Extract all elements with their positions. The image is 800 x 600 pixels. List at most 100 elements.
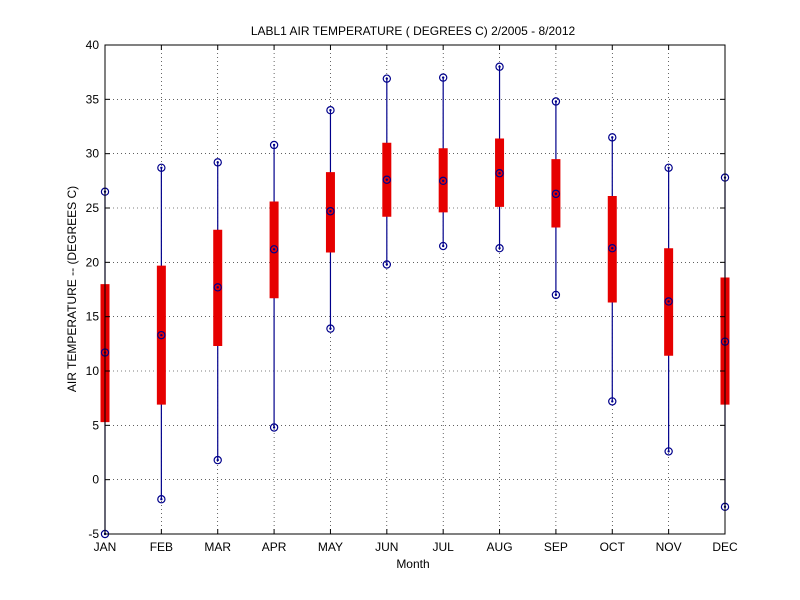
median-marker-dot	[272, 248, 276, 251]
min-marker-dot	[216, 458, 219, 462]
x-tick-label: NOV	[656, 540, 682, 554]
min-marker	[608, 397, 617, 406]
month-box-sep	[551, 97, 561, 300]
median-marker-dot	[160, 333, 163, 337]
min-marker	[326, 324, 335, 333]
x-tick-label: FEB	[150, 540, 173, 554]
month-box-jul	[438, 73, 448, 251]
max-marker-dot	[554, 100, 558, 103]
min-marker-dot	[611, 400, 614, 403]
median-marker-dot	[667, 300, 670, 303]
median-marker-dot	[385, 178, 389, 181]
median-marker-dot	[498, 172, 501, 175]
min-marker	[157, 495, 166, 504]
x-tick-label: JUN	[375, 540, 398, 554]
min-marker-dot	[160, 498, 163, 501]
max-marker-dot	[498, 65, 501, 68]
x-tick-label: JAN	[94, 540, 117, 554]
y-axis-ticks: -5 0 5 10 15 20 25 30 35 40	[86, 38, 725, 541]
median-marker	[438, 176, 448, 186]
max-marker	[269, 140, 279, 150]
month-box-mar	[213, 158, 223, 465]
min-marker-dot	[498, 247, 501, 250]
max-marker-dot	[272, 143, 276, 147]
max-marker	[382, 74, 392, 83]
plot-area-frame	[104, 44, 726, 535]
min-marker-dot	[329, 327, 332, 330]
min-marker	[438, 241, 448, 251]
max-marker-dot	[385, 77, 389, 80]
median-marker	[495, 169, 504, 178]
x-tick-label: MAR	[204, 540, 231, 554]
max-marker	[664, 163, 673, 172]
median-marker	[608, 244, 617, 253]
month-box-may	[325, 105, 335, 333]
median-marker	[326, 207, 335, 216]
min-marker-dot	[667, 450, 670, 453]
month-box-apr	[269, 140, 279, 432]
median-marker	[382, 175, 392, 184]
y-tick-label: 0	[92, 473, 99, 487]
x-tick-label: SEP	[544, 540, 568, 554]
max-marker-dot	[611, 136, 614, 139]
min-marker	[495, 244, 504, 253]
month-box-jun	[382, 74, 392, 269]
chart-title: LABL1 AIR TEMPERATURE ( DEGREES C) 2/200…	[251, 24, 576, 38]
y-tick-label: 30	[86, 147, 100, 161]
y-axis-label: AIR TEMPERATURE -- (DEGREES C)	[65, 186, 79, 392]
x-tick-label: AUG	[487, 540, 513, 554]
x-tick-label: JUL	[433, 540, 455, 554]
y-tick-label: 20	[86, 255, 100, 269]
x-tick-label: MAY	[318, 540, 343, 554]
min-marker-dot	[554, 293, 558, 297]
median-marker-dot	[554, 192, 558, 196]
month-box-feb	[156, 163, 166, 504]
y-tick-label: 15	[86, 310, 100, 324]
month-box-nov	[664, 163, 674, 456]
min-marker	[551, 290, 561, 300]
y-tick-label: 40	[86, 38, 100, 52]
median-marker	[269, 245, 279, 254]
median-marker	[213, 283, 222, 292]
max-marker	[213, 158, 222, 167]
grid-lines	[105, 45, 725, 534]
max-marker	[157, 163, 166, 172]
median-marker-dot	[216, 286, 219, 289]
x-tick-label: APR	[262, 540, 287, 554]
median-marker	[664, 297, 673, 306]
max-marker	[326, 105, 335, 115]
min-marker	[664, 447, 673, 456]
median-marker-dot	[611, 247, 614, 250]
month-box-oct	[607, 133, 617, 406]
min-marker-dot	[272, 426, 276, 429]
max-marker-dot	[441, 76, 445, 79]
y-tick-label: 25	[86, 201, 100, 215]
y-tick-label: 5	[92, 418, 99, 432]
max-marker-dot	[160, 166, 163, 169]
y-tick-label: -5	[88, 527, 99, 541]
median-marker-dot	[441, 179, 445, 183]
data-series	[100, 62, 730, 539]
x-tick-label: OCT	[600, 540, 626, 554]
max-marker-dot	[329, 109, 332, 112]
max-marker	[608, 133, 617, 142]
y-tick-label: 35	[86, 92, 100, 106]
max-marker	[551, 97, 561, 106]
x-tick-label: DEC	[712, 540, 738, 554]
median-marker-dot	[329, 210, 332, 213]
min-marker	[213, 455, 222, 465]
month-box-aug	[495, 62, 505, 253]
x-axis-ticks: JAN FEB MAR APR MAY JUN JUL AUG SEP OCT NOV DEC	[94, 45, 738, 554]
min-marker	[382, 260, 392, 269]
min-marker-dot	[385, 263, 389, 266]
median-marker	[551, 189, 561, 199]
min-marker-dot	[441, 244, 445, 248]
max-marker-dot	[216, 161, 219, 164]
median-marker	[157, 330, 166, 340]
min-marker	[269, 423, 279, 432]
x-axis-label: Month	[396, 557, 429, 571]
y-tick-label: 10	[86, 364, 100, 378]
max-marker	[438, 73, 448, 82]
max-marker	[495, 62, 504, 71]
